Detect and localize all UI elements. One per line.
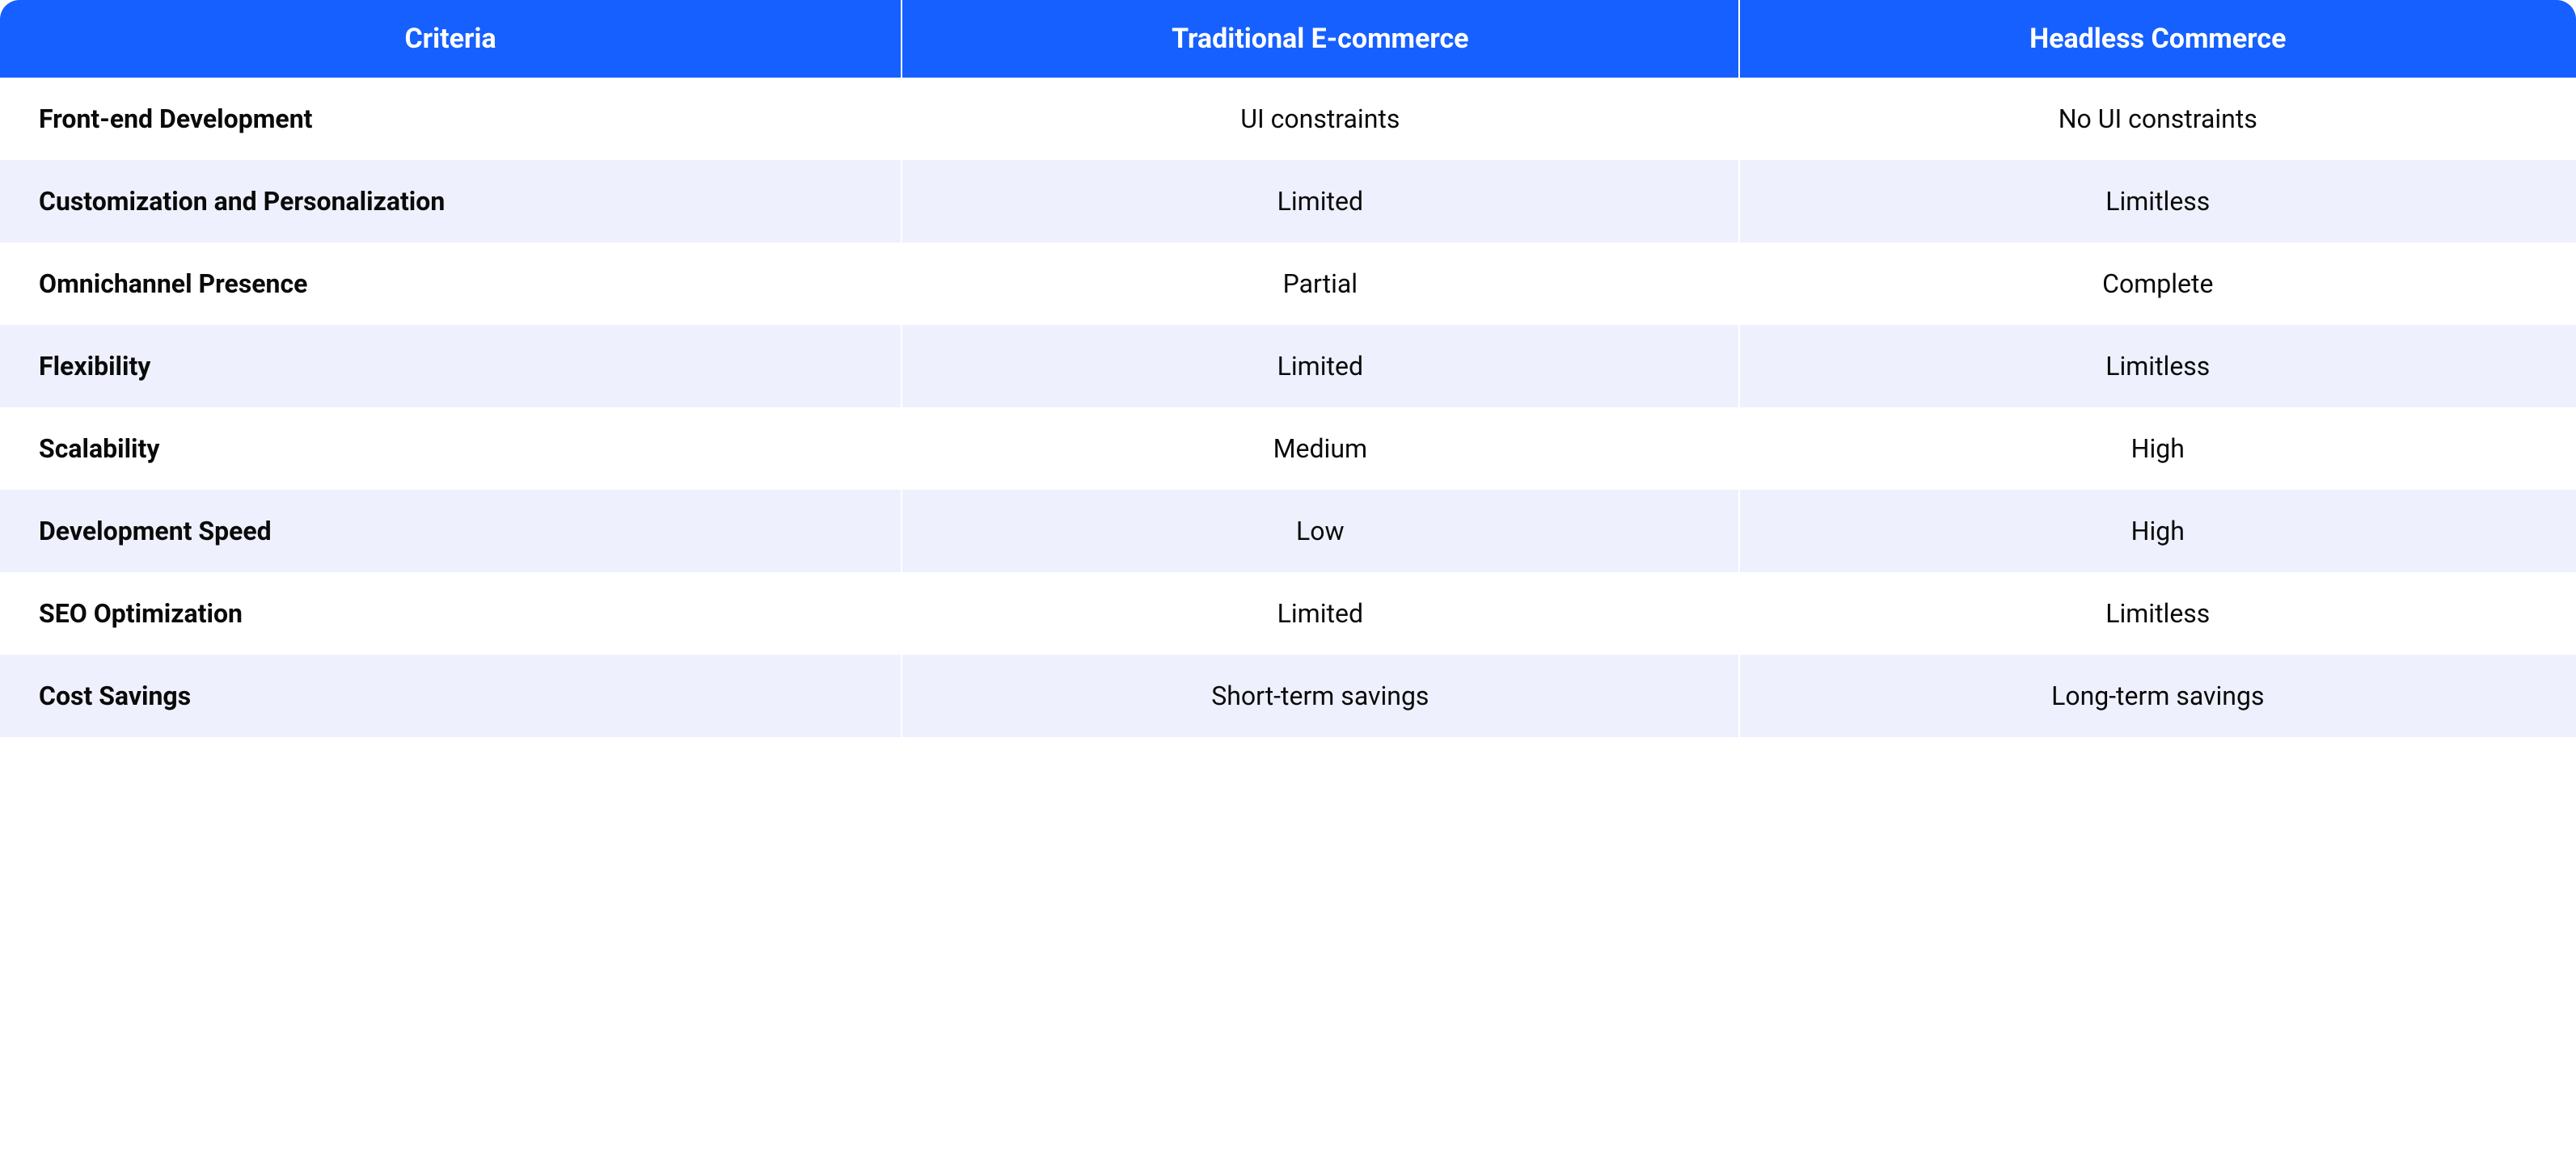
- table-header: Criteria Traditional E-commerce Headless…: [0, 0, 2576, 78]
- criteria-cell: Cost Savings: [0, 655, 902, 737]
- column-header-traditional: Traditional E-commerce: [902, 0, 1738, 78]
- criteria-cell: Scalability: [0, 407, 902, 490]
- comparison-table: Criteria Traditional E-commerce Headless…: [0, 0, 2576, 737]
- traditional-cell: UI constraints: [902, 78, 1738, 160]
- headless-cell: High: [1739, 407, 2576, 490]
- traditional-cell: Partial: [902, 242, 1738, 325]
- table-row: Development Speed Low High: [0, 490, 2576, 572]
- traditional-cell: Limited: [902, 160, 1738, 242]
- headless-cell: Limitless: [1739, 160, 2576, 242]
- criteria-cell: Omnichannel Presence: [0, 242, 902, 325]
- traditional-cell: Medium: [902, 407, 1738, 490]
- comparison-table-container: Criteria Traditional E-commerce Headless…: [0, 0, 2576, 737]
- criteria-cell: Development Speed: [0, 490, 902, 572]
- headless-cell: Limitless: [1739, 325, 2576, 407]
- table-row: Cost Savings Short-term savings Long-ter…: [0, 655, 2576, 737]
- table-row: Flexibility Limited Limitless: [0, 325, 2576, 407]
- column-header-headless: Headless Commerce: [1739, 0, 2576, 78]
- table-row: Omnichannel Presence Partial Complete: [0, 242, 2576, 325]
- table-header-row: Criteria Traditional E-commerce Headless…: [0, 0, 2576, 78]
- headless-cell: Limitless: [1739, 572, 2576, 655]
- traditional-cell: Limited: [902, 572, 1738, 655]
- traditional-cell: Limited: [902, 325, 1738, 407]
- headless-cell: Long-term savings: [1739, 655, 2576, 737]
- table-row: SEO Optimization Limited Limitless: [0, 572, 2576, 655]
- traditional-cell: Short-term savings: [902, 655, 1738, 737]
- headless-cell: No UI constraints: [1739, 78, 2576, 160]
- table-body: Front-end Development UI constraints No …: [0, 78, 2576, 737]
- criteria-cell: Front-end Development: [0, 78, 902, 160]
- criteria-cell: Customization and Personalization: [0, 160, 902, 242]
- table-row: Scalability Medium High: [0, 407, 2576, 490]
- column-header-criteria: Criteria: [0, 0, 902, 78]
- table-row: Front-end Development UI constraints No …: [0, 78, 2576, 160]
- headless-cell: High: [1739, 490, 2576, 572]
- table-row: Customization and Personalization Limite…: [0, 160, 2576, 242]
- traditional-cell: Low: [902, 490, 1738, 572]
- criteria-cell: SEO Optimization: [0, 572, 902, 655]
- headless-cell: Complete: [1739, 242, 2576, 325]
- criteria-cell: Flexibility: [0, 325, 902, 407]
